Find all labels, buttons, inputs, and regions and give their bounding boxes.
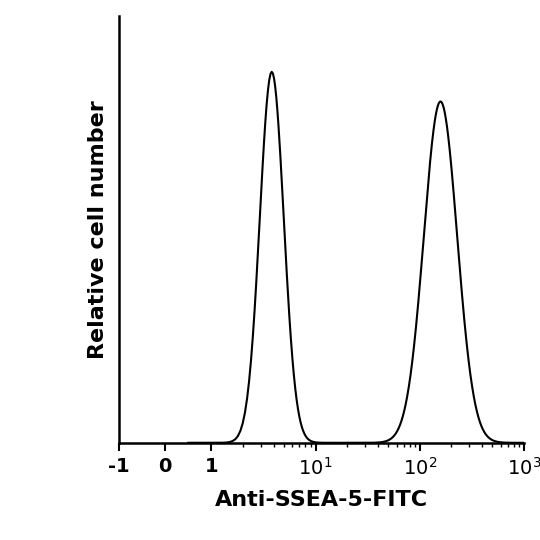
Y-axis label: Relative cell number: Relative cell number <box>87 100 107 359</box>
X-axis label: Anti-SSEA-5-FITC: Anti-SSEA-5-FITC <box>215 490 428 510</box>
